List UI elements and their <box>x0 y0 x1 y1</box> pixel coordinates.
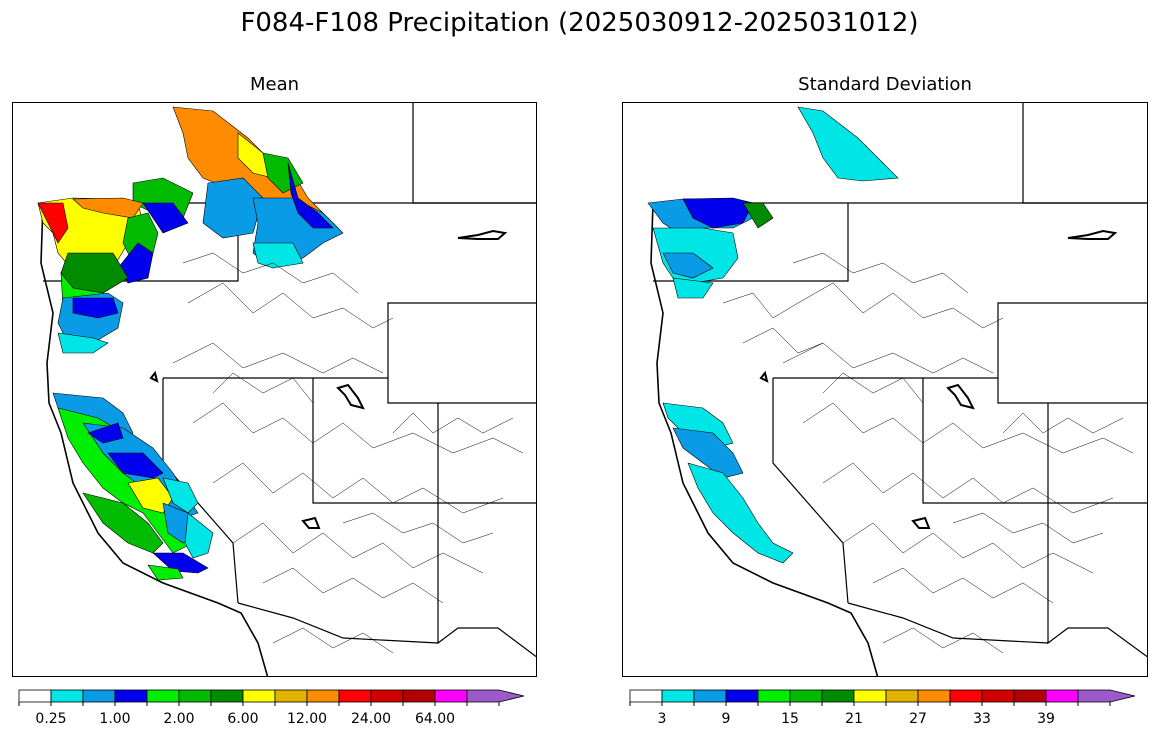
stddev-colorbar-cells <box>629 689 1136 703</box>
colorbar-cell <box>114 689 148 703</box>
colorbar-cell <box>1013 689 1047 703</box>
colorbar-tick-label: 2.00 <box>163 711 195 727</box>
stddev-watersheds <box>722 252 1134 654</box>
stddev-map <box>622 102 1148 677</box>
colorbar-tick-label: 6.00 <box>227 711 259 727</box>
figure-title: F084-F108 Precipitation (2025030912-2025… <box>240 8 919 38</box>
mean-colorbar-cells <box>18 689 525 703</box>
stddev-coastline <box>650 202 879 676</box>
colorbar-cell <box>821 689 855 703</box>
colorbar-cell <box>434 689 468 703</box>
colorbar-cell <box>885 689 919 703</box>
colorbar-tick-label: 33 <box>973 711 991 727</box>
stddev-panel-title: Standard Deviation <box>798 74 972 95</box>
colorbar-cell <box>306 689 340 703</box>
colorbar-cell <box>1077 689 1136 703</box>
mean-panel-title: Mean <box>249 74 300 95</box>
mean-precip-fields <box>37 106 344 581</box>
colorbar-cell <box>146 689 180 703</box>
colorbar-cell <box>789 689 823 703</box>
colorbar-tick-label: 0.25 <box>35 711 67 727</box>
colorbar-cell <box>178 689 212 703</box>
colorbar-tick-label: 15 <box>781 711 799 727</box>
colorbar-cell <box>917 689 951 703</box>
colorbar-cell <box>338 689 372 703</box>
mean-lakes <box>149 229 508 529</box>
colorbar-cell <box>757 689 791 703</box>
stddev-lakes <box>759 229 1118 529</box>
colorbar-tick-label: 3 <box>657 711 667 727</box>
stddev-boundaries <box>653 103 1147 658</box>
colorbar-tick-label: 9 <box>721 711 731 727</box>
stddev-precip-fields <box>647 106 899 564</box>
mean-colorbar <box>18 689 525 706</box>
colorbar-cell <box>725 689 759 703</box>
colorbar-cell <box>661 689 695 703</box>
colorbar-cell <box>50 689 84 703</box>
colorbar-tick-label: 39 <box>1037 711 1055 727</box>
colorbar-cell <box>370 689 404 703</box>
colorbar-cell <box>949 689 983 703</box>
colorbar-cell <box>210 689 244 703</box>
mean-watersheds <box>172 252 524 654</box>
colorbar-cell <box>18 689 52 703</box>
stddev-map-canvas <box>647 103 1147 676</box>
colorbar-cell <box>629 689 663 703</box>
colorbar-cell <box>693 689 727 703</box>
colorbar-tick-label: 24.00 <box>350 711 392 727</box>
colorbar-cell <box>981 689 1015 703</box>
mean-coastline <box>40 202 269 676</box>
colorbar-cell <box>1045 689 1079 703</box>
colorbar-cell <box>242 689 276 703</box>
colorbar-cell <box>402 689 436 703</box>
colorbar-tick-label: 64.00 <box>414 711 456 727</box>
mean-map <box>12 102 537 677</box>
colorbar-tick-label: 12.00 <box>286 711 328 727</box>
colorbar-tick-label: 1.00 <box>99 711 131 727</box>
colorbar-tick-label: 27 <box>909 711 927 727</box>
colorbar-tick-label: 21 <box>845 711 863 727</box>
colorbar-cell <box>466 689 525 703</box>
colorbar-cell <box>274 689 308 703</box>
mean-colorbar-ticks <box>18 702 500 706</box>
colorbar-cell <box>853 689 887 703</box>
stddev-colorbar <box>629 689 1136 706</box>
colorbar-cell <box>82 689 116 703</box>
stddev-colorbar-ticks <box>629 702 1111 706</box>
mean-map-canvas <box>37 103 536 676</box>
